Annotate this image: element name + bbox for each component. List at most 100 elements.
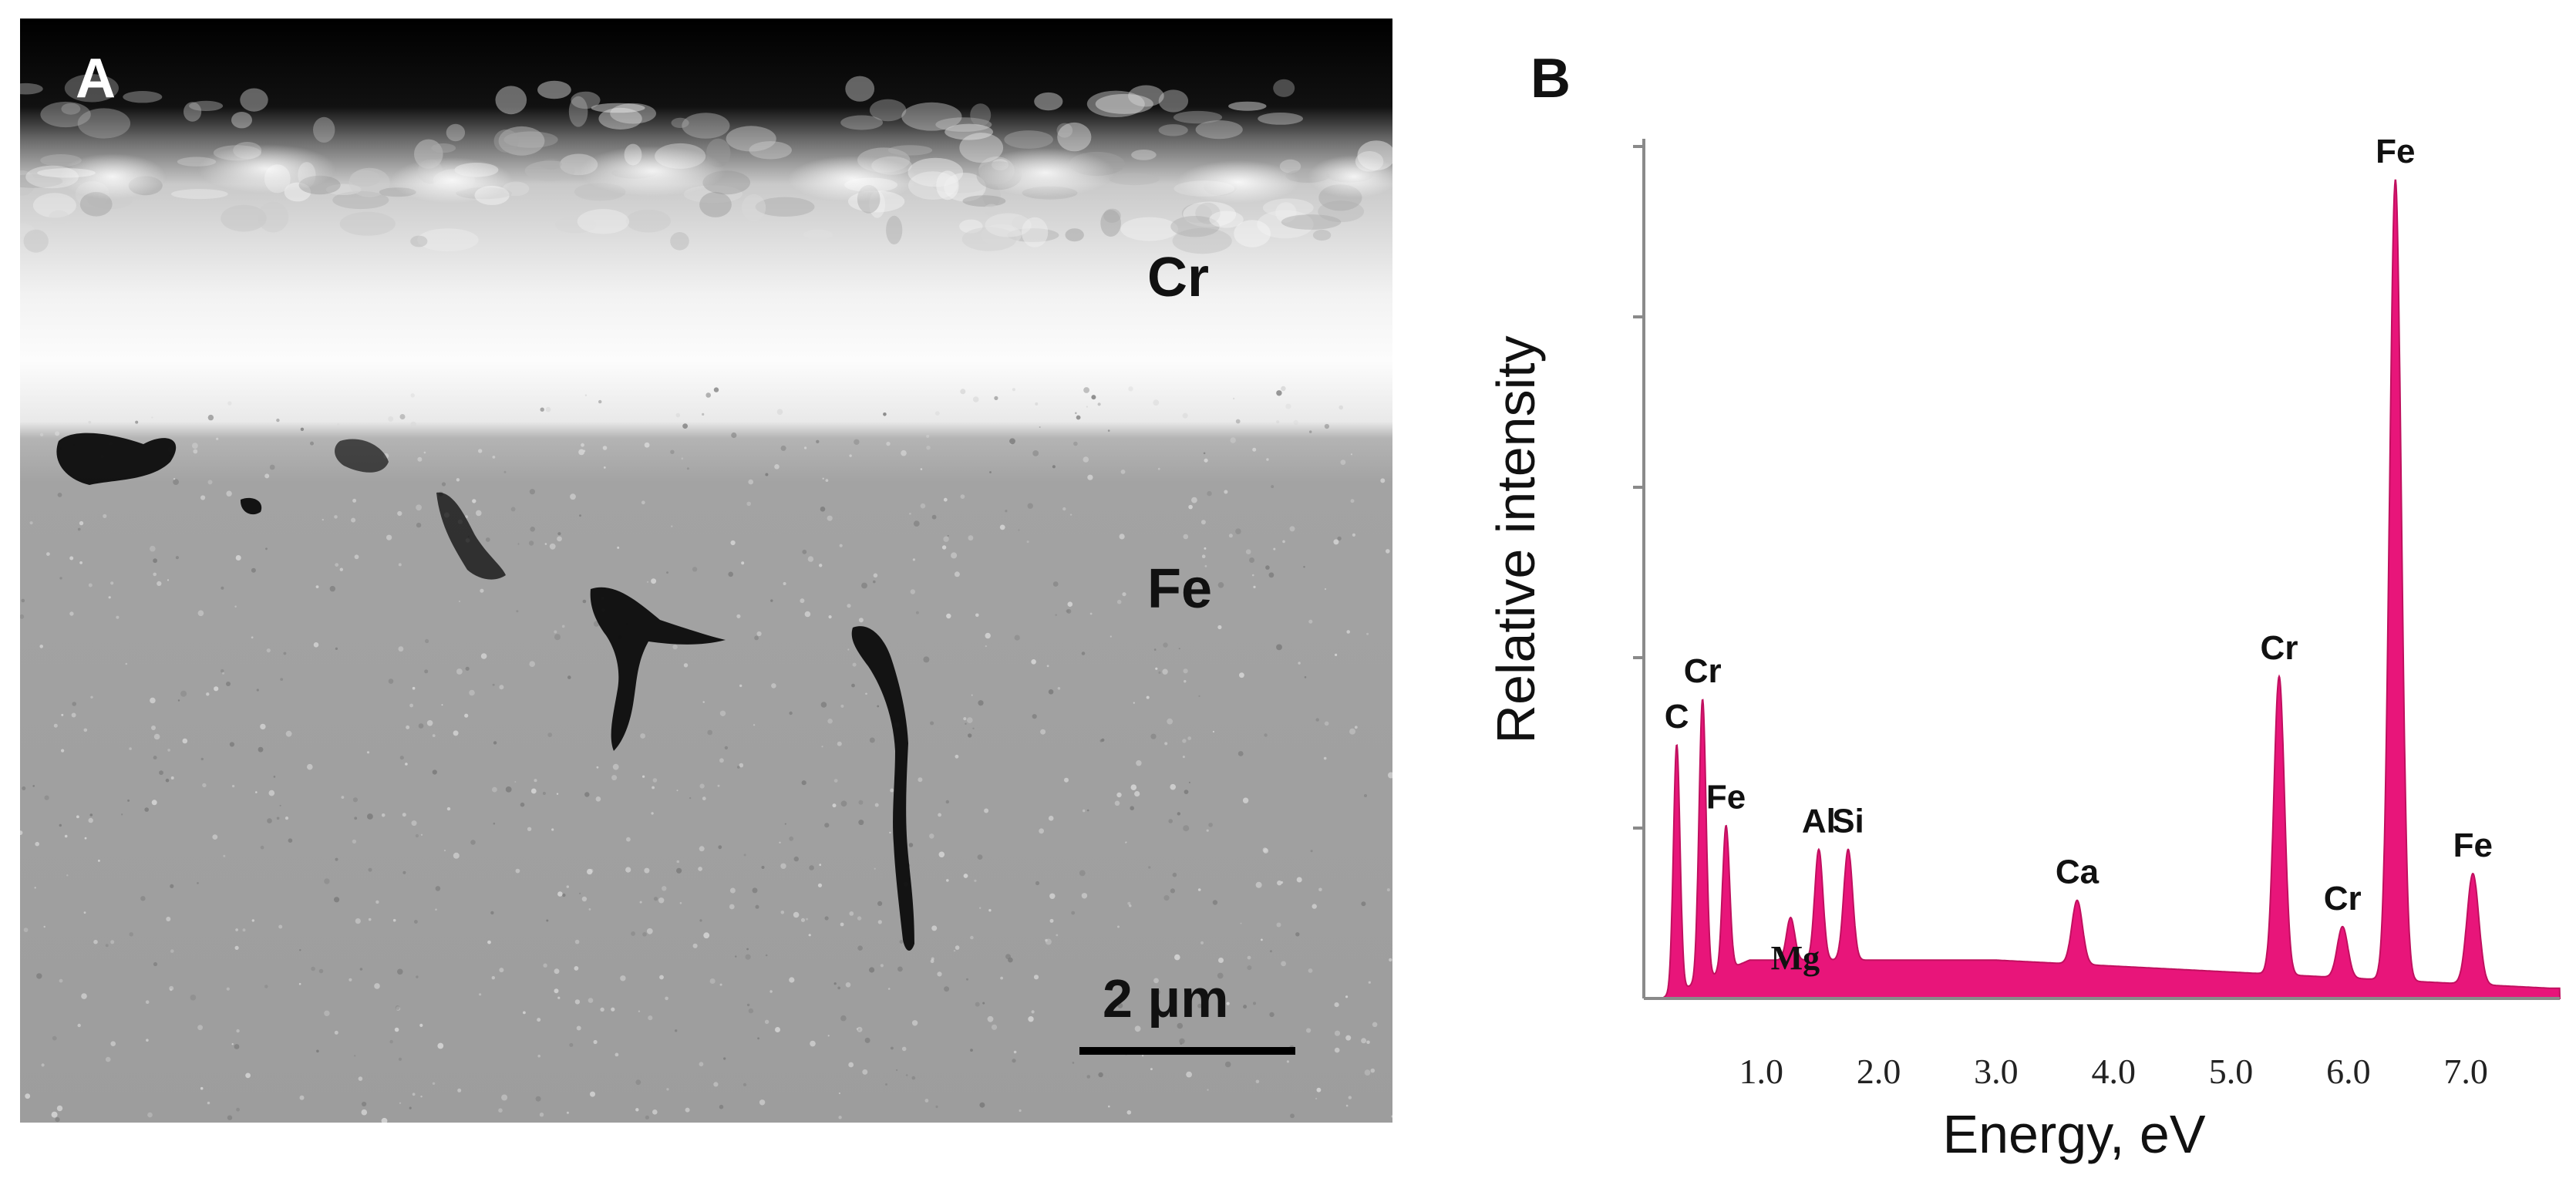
surface-speckle bbox=[1013, 1050, 1017, 1054]
surface-speckle bbox=[514, 781, 517, 783]
surface-speckle bbox=[544, 543, 547, 545]
coating-grain bbox=[1100, 210, 1121, 237]
surface-speckle bbox=[800, 598, 805, 604]
surface-speckle bbox=[1158, 671, 1161, 675]
surface-speckle bbox=[1253, 1002, 1256, 1005]
surface-speckle bbox=[1153, 399, 1160, 406]
surface-speckle bbox=[57, 493, 62, 497]
surface-speckle bbox=[967, 717, 973, 723]
surface-speckle bbox=[423, 451, 426, 454]
surface-speckle bbox=[1271, 485, 1275, 489]
coating-grain bbox=[840, 115, 883, 130]
surface-speckle bbox=[234, 945, 239, 950]
surface-speckle bbox=[129, 747, 132, 750]
surface-speckle bbox=[569, 1042, 574, 1047]
surface-speckle bbox=[985, 645, 987, 648]
surface-speckle bbox=[955, 754, 959, 759]
surface-speckle bbox=[692, 943, 698, 948]
surface-speckle bbox=[537, 1018, 541, 1022]
surface-speckle bbox=[226, 682, 231, 686]
surface-speckle bbox=[1266, 458, 1269, 461]
surface-speckle bbox=[566, 885, 569, 888]
surface-speckle bbox=[1170, 888, 1175, 894]
surface-speckle bbox=[206, 692, 210, 696]
surface-speckle bbox=[646, 581, 649, 583]
surface-speckle bbox=[396, 1006, 401, 1011]
surface-speckle bbox=[173, 479, 180, 485]
surface-speckle bbox=[420, 1096, 423, 1098]
surface-speckle bbox=[848, 1062, 854, 1068]
surface-speckle bbox=[411, 820, 417, 827]
coating-grain bbox=[932, 178, 986, 194]
surface-speckle bbox=[416, 504, 422, 511]
surface-speckle bbox=[920, 468, 923, 470]
surface-speckle bbox=[1028, 1016, 1034, 1022]
surface-speckle bbox=[840, 922, 844, 927]
surface-speckle bbox=[975, 613, 979, 618]
surface-speckle bbox=[41, 1063, 45, 1067]
peak-label: Fe bbox=[1706, 779, 1746, 816]
surface-speckle bbox=[554, 988, 559, 994]
coating-grain bbox=[577, 209, 630, 234]
surface-speckle bbox=[666, 571, 668, 574]
surface-speckle bbox=[1163, 895, 1170, 901]
surface-speckle bbox=[1183, 534, 1189, 540]
surface-speckle bbox=[36, 973, 42, 979]
surface-speckle bbox=[251, 636, 254, 639]
surface-speckle bbox=[1164, 742, 1168, 746]
surface-speckle bbox=[339, 567, 343, 571]
surface-speckle bbox=[529, 489, 536, 495]
surface-speckle bbox=[276, 816, 280, 820]
coating-grain bbox=[171, 189, 228, 200]
surface-speckle bbox=[341, 796, 345, 799]
surface-speckle bbox=[51, 1111, 58, 1118]
surface-speckle bbox=[1281, 961, 1286, 967]
surface-speckle bbox=[557, 532, 561, 536]
coating-grain bbox=[1228, 101, 1267, 111]
fe-layer-label: Fe bbox=[1147, 558, 1213, 620]
surface-speckle bbox=[88, 583, 93, 588]
surface-speckle bbox=[395, 1005, 400, 1010]
peak-label: Cr bbox=[2261, 629, 2298, 667]
surface-speckle bbox=[1005, 510, 1008, 513]
coating-grain bbox=[1103, 208, 1121, 223]
surface-speckle bbox=[1031, 659, 1036, 665]
surface-speckle bbox=[22, 786, 26, 790]
surface-speckle bbox=[596, 766, 599, 769]
coating-grain bbox=[1128, 85, 1164, 107]
surface-speckle bbox=[905, 1074, 908, 1076]
surface-speckle bbox=[729, 887, 736, 894]
surface-speckle bbox=[682, 423, 688, 429]
coating-grain bbox=[755, 197, 815, 217]
surface-speckle bbox=[236, 1107, 240, 1112]
surface-speckle bbox=[322, 518, 324, 521]
surface-speckle bbox=[638, 1010, 641, 1012]
surface-speckle bbox=[858, 1029, 860, 1031]
surface-speckle bbox=[505, 786, 512, 793]
surface-speckle bbox=[1243, 1005, 1248, 1009]
surface-speckle bbox=[368, 917, 372, 921]
surface-speckle bbox=[549, 543, 556, 550]
surface-speckle bbox=[755, 904, 759, 909]
surface-speckle bbox=[32, 785, 35, 787]
surface-speckle bbox=[890, 788, 894, 793]
surface-speckle bbox=[837, 986, 841, 990]
surface-speckle bbox=[21, 598, 25, 603]
surface-speckle bbox=[896, 1069, 898, 1071]
coating-grain bbox=[970, 103, 992, 126]
surface-speckle bbox=[256, 689, 259, 692]
surface-speckle bbox=[824, 916, 829, 921]
surface-speckle bbox=[719, 710, 726, 716]
surface-speckle bbox=[359, 968, 363, 971]
surface-speckle bbox=[153, 558, 158, 564]
coating-grain bbox=[554, 216, 597, 234]
surface-speckle bbox=[151, 800, 157, 806]
coating-grain bbox=[1086, 90, 1145, 117]
surface-speckle bbox=[212, 834, 218, 840]
surface-speckle bbox=[935, 1105, 938, 1109]
surface-speckle bbox=[1361, 1038, 1367, 1044]
x-tick-label: 6.0 bbox=[2326, 1052, 2371, 1091]
surface-speckle bbox=[266, 648, 271, 653]
surface-speckle bbox=[528, 540, 534, 546]
surface-speckle bbox=[828, 615, 832, 619]
